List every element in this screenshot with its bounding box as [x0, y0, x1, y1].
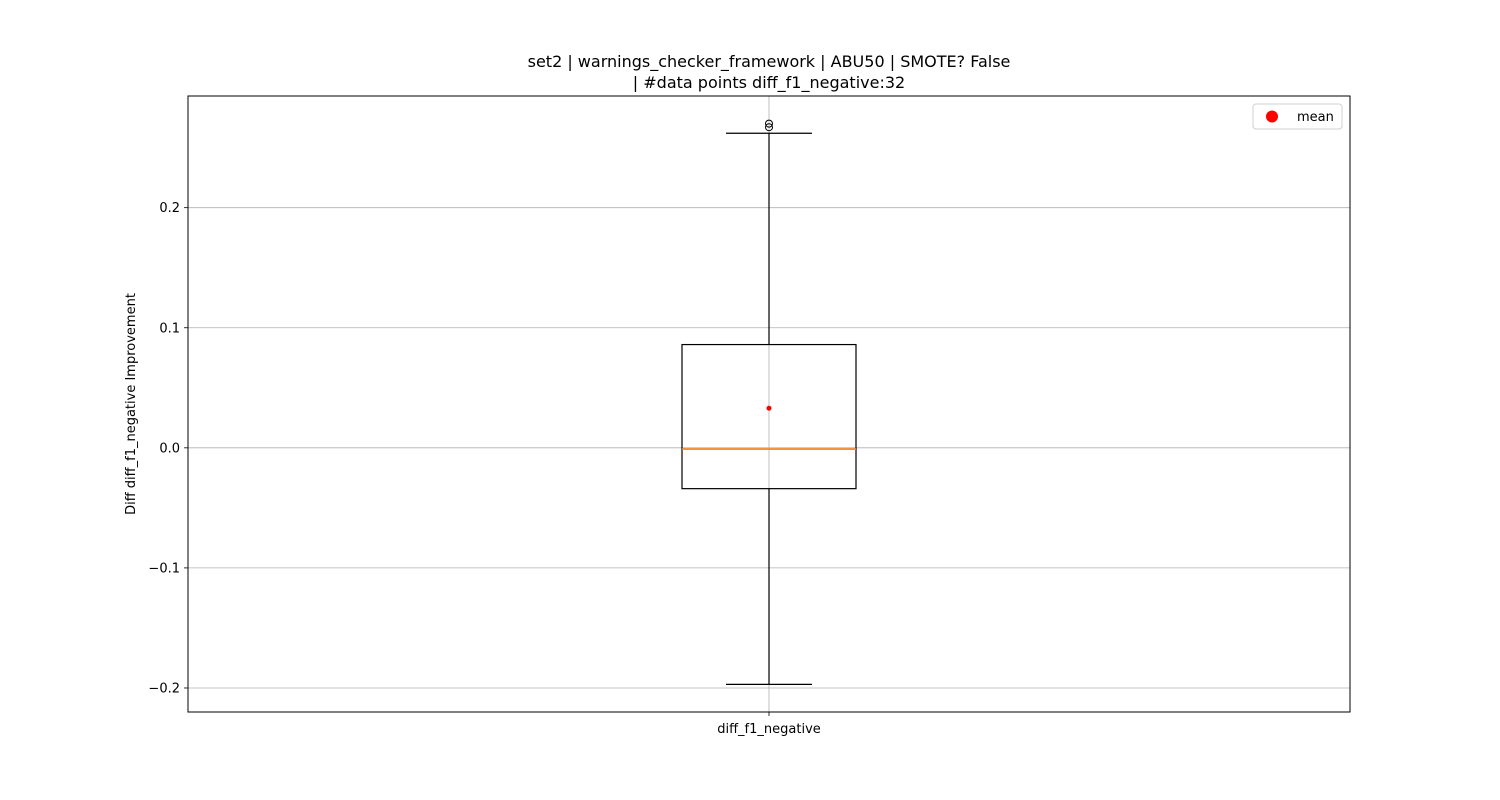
box-iqr — [681, 343, 857, 490]
outlier-point — [765, 123, 773, 132]
outlier-point — [765, 119, 773, 128]
x-tick-label: diff_f1_negative — [717, 722, 821, 737]
chart-subtitle: | #data points diff_f1_negative:32 — [633, 73, 905, 93]
y-axis-label: Diff diff_f1_negative Improvement — [124, 293, 139, 515]
y-tick-label: 0.2 — [159, 201, 180, 216]
y-tick-label: −0.1 — [148, 561, 180, 576]
legend: mean — [1252, 103, 1343, 130]
y-tick-label: 0.0 — [159, 441, 180, 456]
y-tick-label: −0.2 — [148, 681, 180, 696]
chart-title: set2 | warnings_checker_framework | ABU5… — [528, 52, 1011, 72]
legend-box — [1252, 103, 1343, 130]
axes: −0.2 −0.1 0.0 0.1 0.2 diff_f1_negative — [148, 95, 1351, 737]
plot-area — [681, 119, 857, 685]
legend-label: mean — [1297, 110, 1334, 125]
plot-frame — [187, 95, 1351, 713]
legend-marker — [1266, 110, 1278, 123]
y-tick-label: 0.1 — [159, 321, 180, 336]
mean-point — [766, 405, 772, 411]
